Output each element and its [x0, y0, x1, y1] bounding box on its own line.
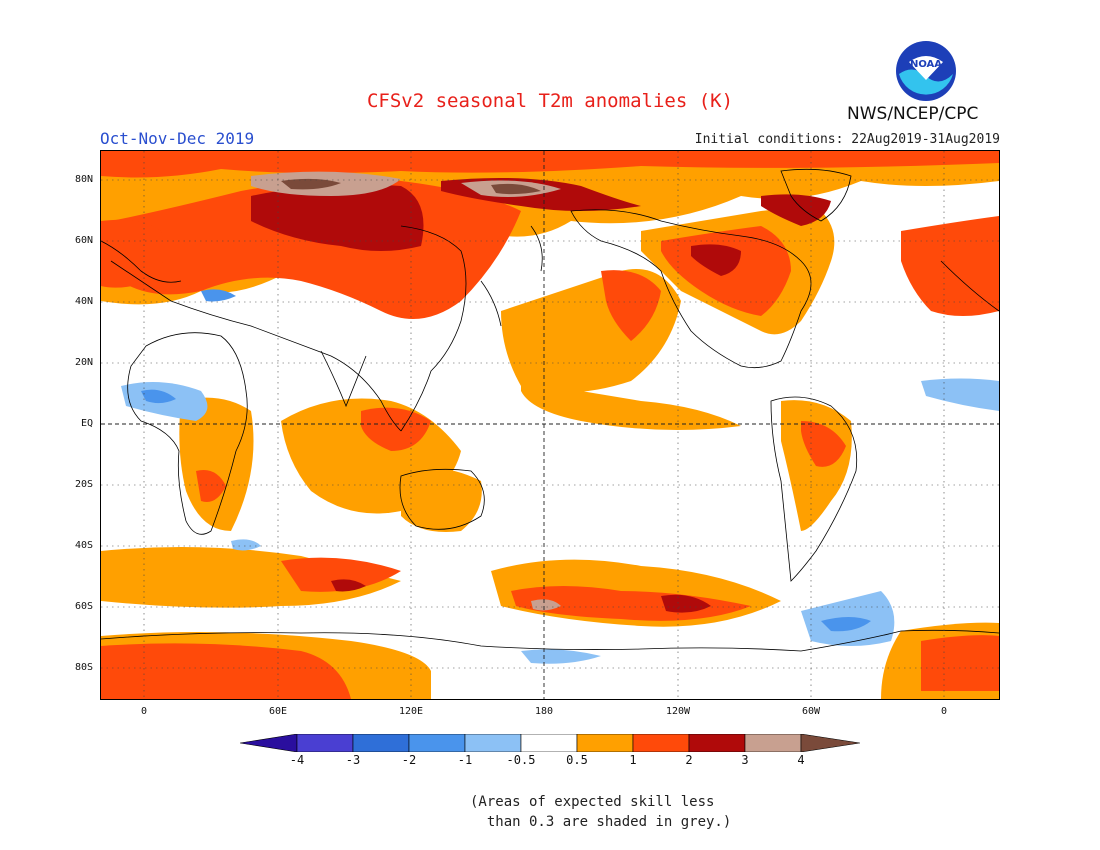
coastlines [101, 168, 999, 652]
lat-label-60s: 60S [74, 601, 93, 612]
skill-note-line1: (Areas of expected skill less [470, 794, 715, 810]
colorbar-label: 2 [685, 753, 693, 767]
lat-label-20n: 20N [74, 357, 93, 368]
chart-title: CFSv2 seasonal T2m anomalies (K) [366, 90, 734, 112]
lon-label-0: 0 [140, 706, 148, 717]
lon-label-0-east: 0 [940, 706, 948, 717]
colorbar-bin-9 [744, 734, 802, 752]
anomaly-map [100, 150, 1000, 700]
initial-conditions-label: Initial conditions: 22Aug2019-31Aug2019 [694, 132, 1000, 147]
colorbar-bin-7 [632, 734, 690, 752]
lat-label-40s: 40S [74, 540, 93, 551]
map-canvas [101, 151, 999, 699]
anomaly-fields [101, 151, 999, 699]
lat-label-80s: 80S [74, 662, 93, 673]
equator-dateline [101, 151, 999, 699]
colorbar-label: -4 [289, 753, 305, 767]
skill-note: (Areas of expected skill less than 0.3 a… [470, 792, 731, 832]
colorbar-label: 0.5 [566, 753, 588, 767]
colorbar-label: -2 [401, 753, 417, 767]
graticule [101, 151, 999, 699]
lat-label-20s: 20S [74, 479, 93, 490]
colorbar-bin-8 [688, 734, 746, 752]
colorbar-bin-4 [464, 734, 522, 752]
lon-label-120w: 120W [665, 706, 691, 717]
lat-label-40n: 40N [74, 296, 93, 307]
season-label: Oct-Nov-Dec 2019 [100, 129, 255, 148]
colorbar-label: 3 [741, 753, 749, 767]
colorbar-label: 1 [629, 753, 637, 767]
colorbar-label: -1 [457, 753, 473, 767]
colorbar-label: -0.5 [506, 753, 536, 767]
colorbar-bin-6 [576, 734, 634, 752]
colorbar-label: 4 [797, 753, 805, 767]
colorbar-bin-3 [408, 734, 466, 752]
agency-label: NWS/NCEP/CPC [847, 104, 979, 124]
lat-label-60n: 60N [74, 235, 93, 246]
noaa-logo: NOAA [896, 41, 956, 101]
lon-label-60w: 60W [801, 706, 821, 717]
lon-label-180: 180 [534, 706, 554, 717]
skill-note-line2: than 0.3 are shaded in grey.) [486, 814, 732, 830]
logo-text: NOAA [910, 59, 942, 70]
colorbar-label: -3 [345, 753, 361, 767]
colorbar-bin-5 [520, 734, 578, 752]
lon-label-120e: 120E [398, 706, 424, 717]
lat-label-80n: 80N [74, 174, 93, 185]
lat-label-eq: EQ [80, 418, 93, 429]
colorbar-arrow-high [800, 734, 860, 752]
colorbar-bin-1 [296, 734, 354, 752]
lon-label-60e: 60E [268, 706, 288, 717]
colorbar [240, 734, 860, 752]
colorbar-arrow-low [240, 734, 298, 752]
colorbar-bin-2 [352, 734, 410, 752]
